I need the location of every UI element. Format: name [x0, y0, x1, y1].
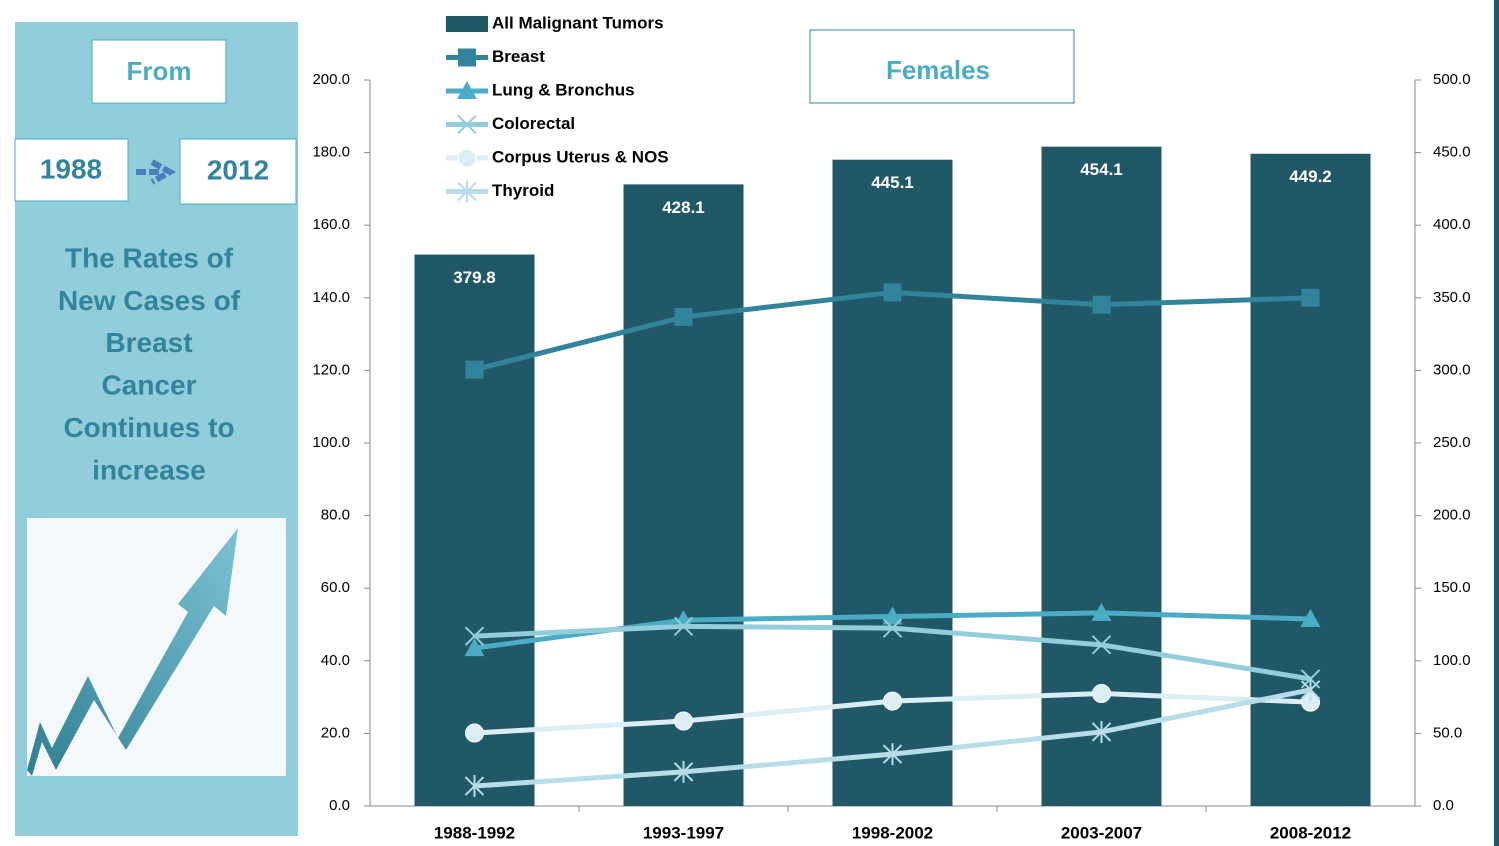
- y2-tick-label: 500.0: [1433, 71, 1471, 88]
- legend-label: Breast: [492, 47, 545, 66]
- from-text: From: [127, 56, 192, 86]
- y2-tick-label: 200.0: [1433, 507, 1471, 524]
- legend-item: Breast: [446, 47, 545, 67]
- legend-label: Lung & Bronchus: [492, 80, 635, 99]
- end-year: 2012: [207, 154, 269, 185]
- start-year: 1988: [40, 153, 102, 184]
- legend-item: All Malignant Tumors: [446, 13, 664, 32]
- marker: [466, 361, 484, 379]
- bar: [415, 255, 535, 806]
- bar-value-label: 445.1: [871, 173, 914, 192]
- marker: [466, 724, 484, 742]
- y-tick-label: 160.0: [312, 216, 350, 233]
- legend-label: All Malignant Tumors: [492, 13, 664, 32]
- bar-value-label: 428.1: [662, 198, 705, 217]
- y2-tick-label: 300.0: [1433, 361, 1471, 378]
- marker: [1093, 296, 1111, 314]
- y2-tick-label: 250.0: [1433, 434, 1471, 451]
- x-tick-label: 2003-2007: [1061, 823, 1142, 842]
- marker: [1093, 684, 1111, 702]
- headline-line: increase: [92, 454, 206, 485]
- bar-value-label: 449.2: [1289, 167, 1332, 186]
- edge: [1494, 0, 1499, 846]
- legend-label: Thyroid: [492, 181, 554, 200]
- bar: [1042, 147, 1162, 806]
- headline-line: Continues to: [63, 412, 234, 443]
- y-tick-label: 60.0: [321, 579, 350, 596]
- marker: [675, 712, 693, 730]
- y2-tick-label: 50.0: [1433, 724, 1462, 741]
- x-tick-label: 1988-1992: [434, 823, 515, 842]
- legend-marker: [458, 49, 476, 67]
- y-tick-label: 20.0: [321, 724, 350, 741]
- y2-tick-label: 400.0: [1433, 216, 1471, 233]
- legend-label: Corpus Uterus & NOS: [492, 147, 669, 166]
- headline-line: Cancer: [102, 370, 197, 401]
- legend-label: Colorectal: [492, 114, 575, 133]
- marker: [884, 692, 902, 710]
- x-tick-label: 1998-2002: [852, 823, 933, 842]
- chart-title: Females: [886, 55, 990, 85]
- y2-tick-label: 350.0: [1433, 289, 1471, 306]
- headline-line: The Rates of: [65, 242, 234, 273]
- x-tick-label: 1993-1997: [643, 823, 724, 842]
- y-tick-label: 0.0: [329, 797, 350, 814]
- y-tick-label: 100.0: [312, 434, 350, 451]
- y-tick-label: 80.0: [321, 507, 350, 524]
- headline-line: Breast: [105, 327, 192, 358]
- legend-marker: [458, 149, 476, 167]
- y-tick-label: 180.0: [312, 144, 350, 161]
- y2-tick-label: 100.0: [1433, 652, 1471, 669]
- legend-swatch: [446, 16, 488, 32]
- y-tick-label: 200.0: [312, 71, 350, 88]
- y2-tick-label: 0.0: [1433, 797, 1454, 814]
- x-tick-label: 2008-2012: [1270, 823, 1351, 842]
- marker: [884, 283, 902, 301]
- y-tick-label: 120.0: [312, 361, 350, 378]
- chart: From 1988 2012 The Rates of New Cases of B…: [0, 0, 1499, 846]
- bar-value-label: 454.1: [1080, 160, 1123, 179]
- y-tick-label: 40.0: [321, 652, 350, 669]
- headline-line: New Cases of: [58, 285, 241, 316]
- marker: [675, 308, 693, 326]
- y2-tick-label: 450.0: [1433, 144, 1471, 161]
- y2-tick-label: 150.0: [1433, 579, 1471, 596]
- marker: [1302, 289, 1320, 307]
- bar-value-label: 379.8: [453, 268, 496, 287]
- y-tick-label: 140.0: [312, 289, 350, 306]
